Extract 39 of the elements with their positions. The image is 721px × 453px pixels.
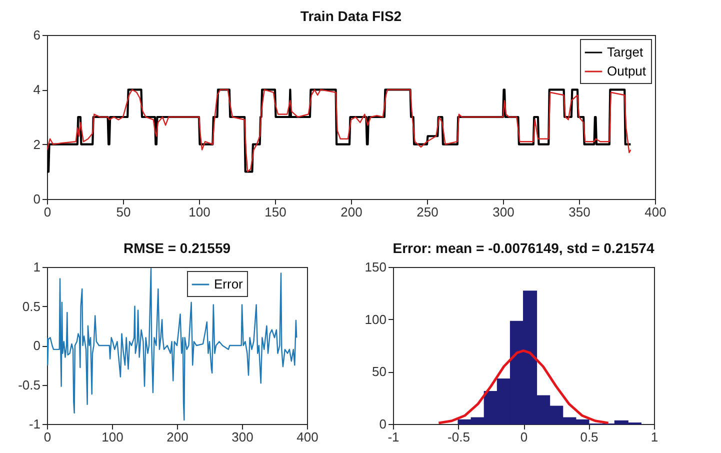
y-tick-label: 100 (364, 312, 386, 327)
legend-label: Error (214, 276, 244, 292)
x-tick-label: 300 (492, 204, 514, 220)
y-tick-label: 0.5 (22, 298, 40, 314)
x-tick-label: 200 (340, 204, 362, 220)
x-tick-label: 300 (232, 430, 254, 444)
y-tick-label: 6 (33, 28, 40, 42)
x-tick-label: 400 (296, 430, 318, 444)
x-tick-label: 100 (102, 430, 124, 444)
chart-title: RMSE = 0.21559 (123, 240, 231, 256)
x-tick-label: 0 (520, 430, 528, 444)
y-tick-label: 4 (33, 82, 40, 98)
y-tick-label: 0 (33, 338, 40, 353)
x-tick-label: 50 (116, 204, 131, 220)
x-tick-label: 0 (44, 204, 52, 220)
x-tick-label: 0 (44, 430, 52, 444)
legend-label: Output (607, 64, 646, 78)
y-tick-label: -1 (28, 416, 40, 432)
y-tick-label: 1 (33, 260, 40, 274)
x-tick-label: 400 (644, 204, 666, 220)
x-tick-label: -1 (388, 430, 400, 444)
y-tick-label: -0.5 (18, 377, 40, 392)
y-tick-label: 2 (33, 136, 40, 152)
x-tick-label: 0.5 (580, 430, 598, 444)
legend-label: Target (607, 44, 644, 60)
x-tick-label: 150 (264, 204, 286, 220)
y-tick-label: 0 (33, 192, 40, 206)
x-tick-label: 1 (650, 430, 658, 444)
x-tick-label: 100 (188, 204, 210, 220)
x-tick-label: 200 (166, 430, 188, 444)
y-tick-label: 0 (379, 416, 386, 432)
x-tick-label: -0.5 (448, 430, 470, 444)
line-series (47, 268, 298, 421)
chart-title: Error: mean = -0.0076149, std = 0.21574 (392, 240, 654, 256)
chart-title: Train Data FIS2 (300, 8, 402, 24)
x-tick-label: 350 (568, 204, 590, 220)
y-tick-label: 150 (364, 260, 386, 274)
y-tick-label: 50 (372, 364, 386, 380)
x-tick-label: 250 (416, 204, 438, 220)
